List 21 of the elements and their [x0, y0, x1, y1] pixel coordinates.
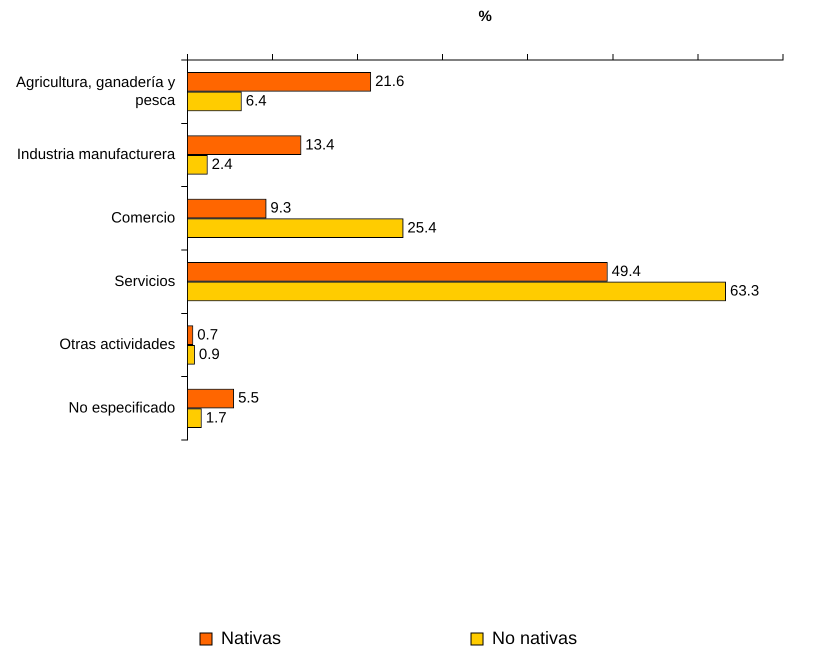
y-tick-label: Agricultura, ganadería y pesca [16, 74, 176, 109]
legend-label: Nativas [221, 628, 282, 648]
x-axis-title: % [478, 8, 492, 26]
data-label: 1.7 [206, 409, 227, 426]
data-label: 13.4 [305, 136, 335, 154]
data-label: 6.4 [246, 92, 267, 110]
data-label: 0.9 [198, 346, 220, 363]
data-label: 25.4 [407, 219, 437, 236]
data-label: 49.4 [612, 262, 641, 280]
y-tick-label: Otras actividades [59, 336, 176, 354]
data-label: 0.7 [197, 326, 218, 344]
y-tick-label: No especificado [68, 399, 176, 416]
legend-label: No nativas [492, 628, 578, 648]
data-label: 9.3 [270, 200, 292, 217]
y-tick-label: Servicios [114, 272, 176, 290]
data-label: 63.3 [730, 282, 760, 300]
y-tick-label: Industria manufacturera [16, 146, 176, 164]
y-tick-label: Comercio [111, 209, 176, 226]
data-label: 5.5 [238, 390, 259, 407]
data-label: 2.4 [212, 156, 233, 173]
data-label: 21.6 [375, 72, 404, 90]
